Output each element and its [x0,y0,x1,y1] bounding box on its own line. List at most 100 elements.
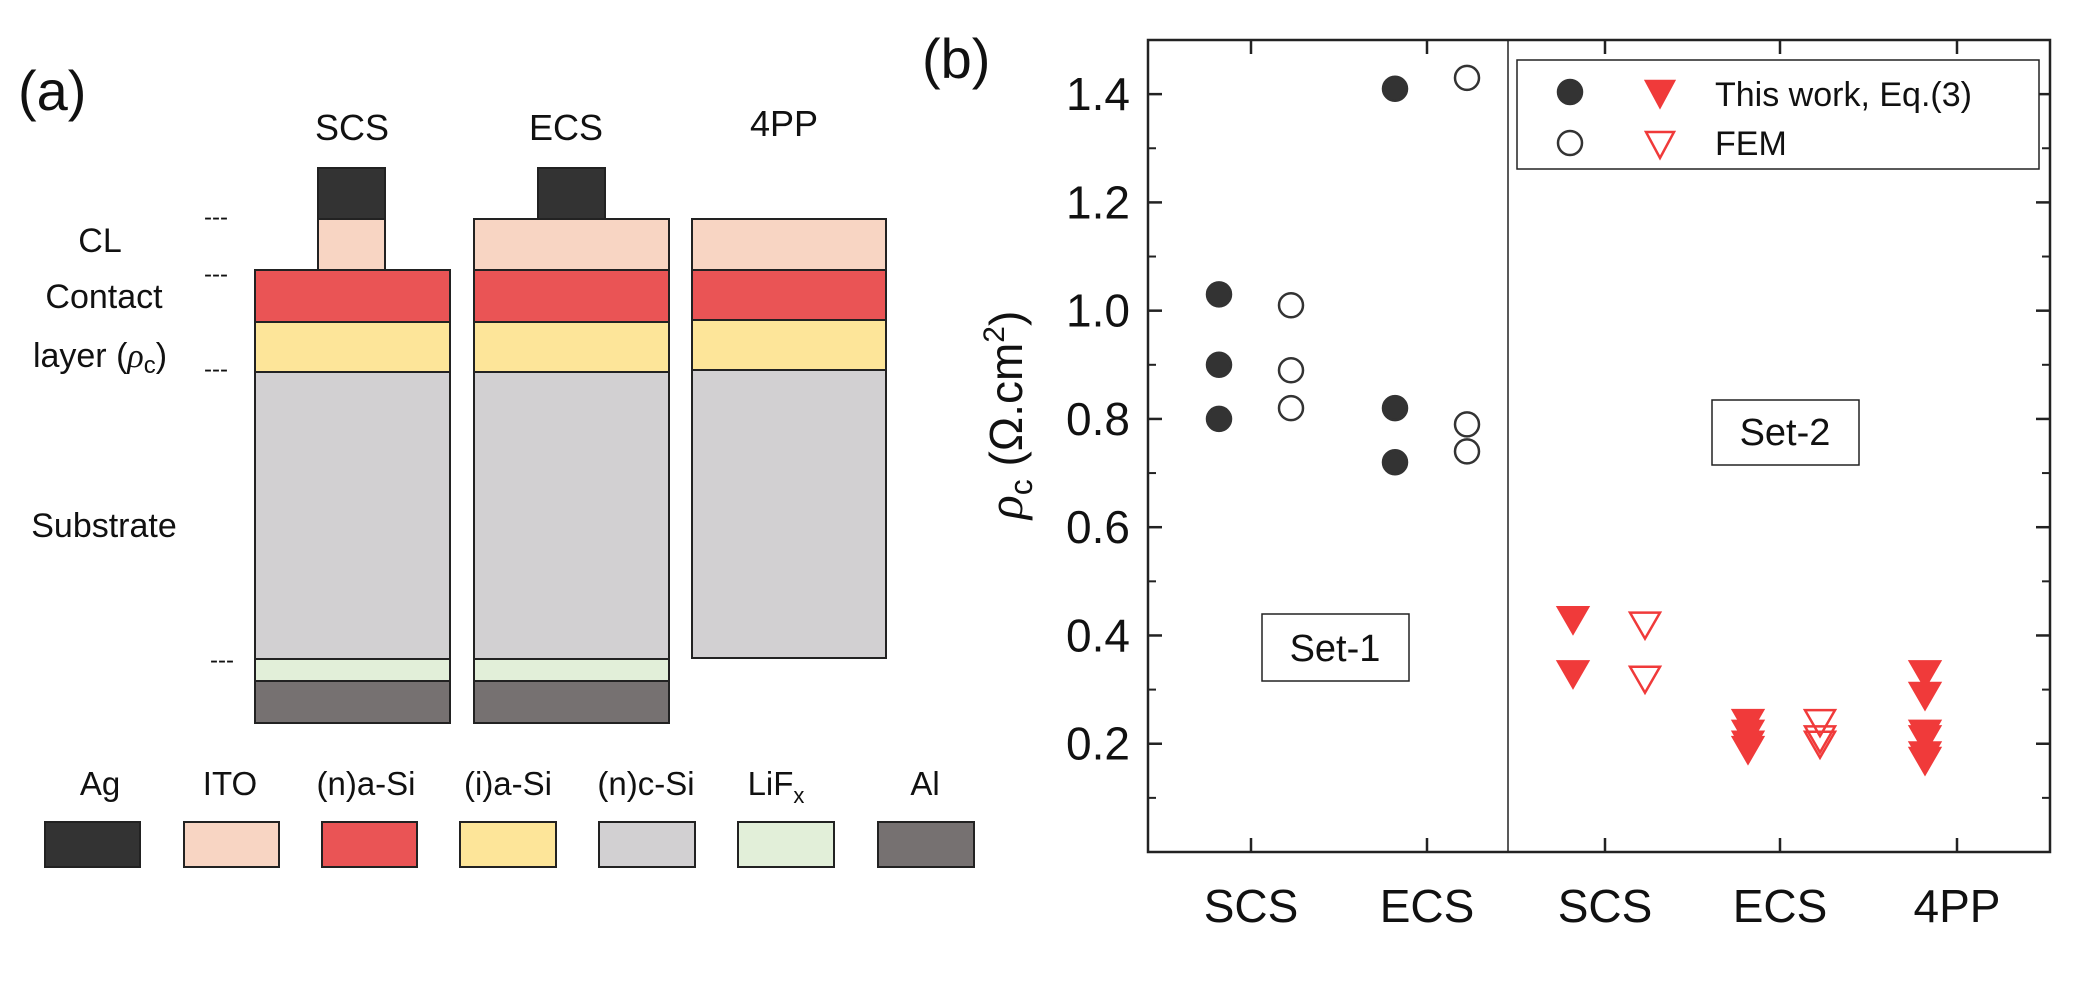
panel-a-label: (a) [18,59,86,122]
legend-item-al: Al [877,765,975,868]
side-label-contact-layer: layer (ρc) [33,337,167,379]
stack-ecs [473,167,670,724]
set-1-label-box [1261,613,1410,682]
data-point-filled-circle [1205,351,1233,379]
y-tick-label: 0.8 [1066,393,1130,445]
y-axis-label-rho: ρ [977,495,1033,521]
legend-label-sub: x [793,783,804,808]
layer-lifx [473,658,670,682]
legend-marker-open-triangle [1643,130,1677,161]
plot-frame [1146,38,2052,854]
data-point-open-triangle [1627,665,1663,696]
data-point-filled-triangle [1907,681,1943,712]
side-label-substrate: Substrate [31,507,177,545]
layer-ag [537,167,606,220]
side-label-layer-suffix: ) [156,337,167,375]
layer-n-c-si [254,371,451,660]
legend-item-n-c-si: (n)c-Si [597,765,696,868]
legend-marker-filled-circle [1556,78,1584,106]
layer-i-a-si [473,321,670,373]
data-point-open-circle [1277,356,1305,384]
legend-label-fem: FEM [1715,125,1787,163]
panel-b: (b) ρc (Ω.cm2) 0.2 0.4 0.6 0.8 1.0 1.2 1.4 SCS… [922,27,2052,932]
set-2-label: Set-2 [1740,412,1831,454]
data-marks [1205,64,1943,777]
data-point-open-circle [1453,438,1481,465]
layer-ag [317,167,386,220]
data-point-filled-circle [1381,394,1409,422]
legend-marker-open-circle [1556,129,1584,157]
layer-n-c-si [691,369,887,659]
layer-lifx [254,658,451,682]
series-legend: This work, Eq.(3) FEM [1516,59,2040,170]
data-point-filled-triangle [1907,725,1943,755]
side-label-rho-sub: c [144,352,156,379]
legend-item-ito: ITO [183,765,280,868]
layer-i-a-si [254,321,451,373]
legend-label-main: LiF [748,765,794,802]
y-tick-label: 0.4 [1066,609,1130,661]
layer-n-a-si [473,269,670,323]
y-axis-label-sub: c [1003,479,1039,495]
legend-item-i-a-si: (i)a-Si [459,765,557,868]
layer-n-c-si [473,371,670,660]
legend-item-ag: Ag [44,765,141,868]
data-point-filled-triangle [1907,660,1943,690]
legend-swatch [877,821,975,868]
panel-b-label: (b) [922,27,990,90]
data-point-open-circle [1453,411,1481,438]
material-legend: Ag ITO (n)a-Si (i)a-Si (n)c-Si LiFx [44,765,975,868]
y-tick-label: 0.2 [1066,718,1130,770]
data-point-filled-circle [1381,75,1409,102]
legend-swatch [183,821,280,868]
legend-swatch [598,821,696,868]
y-tick-label: 0.6 [1066,501,1130,553]
data-point-filled-circle [1205,405,1233,433]
layer-n-a-si [254,269,451,323]
side-label-layer-prefix: layer ( [33,337,128,375]
y-tick-label: 1.4 [1066,68,1130,120]
stack-scs [254,167,451,724]
column-label-scs: SCS [315,107,389,148]
data-point-filled-triangle [1555,605,1591,636]
side-label-contact: Contact [45,278,163,316]
y-axis-label-sup: 2 [978,326,1011,343]
legend-label: LiFx [748,765,805,808]
legend-marker-filled-triangle [1643,79,1677,110]
x-tick-label: SCS [1558,880,1653,932]
set-1-label: Set-1 [1290,628,1381,670]
data-point-filled-triangle [1907,746,1943,777]
column-label-4pp: 4PP [750,103,818,144]
legend-item-n-a-si: (n)a-Si [316,765,418,868]
y-axis: 0.2 0.4 0.6 0.8 1.0 1.2 1.4 [1066,39,2050,799]
y-axis-label-close: ) [980,311,1032,326]
layer-i-a-si [691,319,887,371]
legend-swatch [44,821,141,868]
legend-label: (i)a-Si [464,765,552,802]
stack-4pp [691,218,887,659]
legend-label: (n)a-Si [316,765,415,802]
y-axis-label: ρc (Ω.cm2) [977,311,1039,522]
x-tick-label: ECS [1380,880,1475,932]
data-point-filled-triangle [1730,735,1766,766]
data-point-open-circle [1277,292,1305,319]
panel-a: (a) SCS ECS 4PP CL Contact layer (ρc) Su… [18,59,975,868]
side-label-cl: CL [78,222,121,260]
dash-marker: --- [204,261,228,288]
legend-item-lifx: LiFx [737,765,835,868]
x-axis: SCS ECS SCS ECS 4PP [1204,40,2001,932]
data-point-filled-circle [1381,448,1409,476]
data-point-open-triangle [1802,725,1838,755]
layer-al [254,680,451,724]
data-point-filled-circle [1205,281,1233,308]
layer-ito [473,218,670,271]
x-tick-label: SCS [1204,880,1299,932]
x-tick-label: ECS [1733,880,1828,932]
y-axis-label-unit: (Ω.cm [980,343,1032,480]
legend-label: ITO [203,765,257,802]
series-legend-box [1516,59,2040,170]
dash-marker: --- [204,204,228,231]
legend-swatch [737,821,835,868]
x-tick-label: 4PP [1914,880,2001,932]
